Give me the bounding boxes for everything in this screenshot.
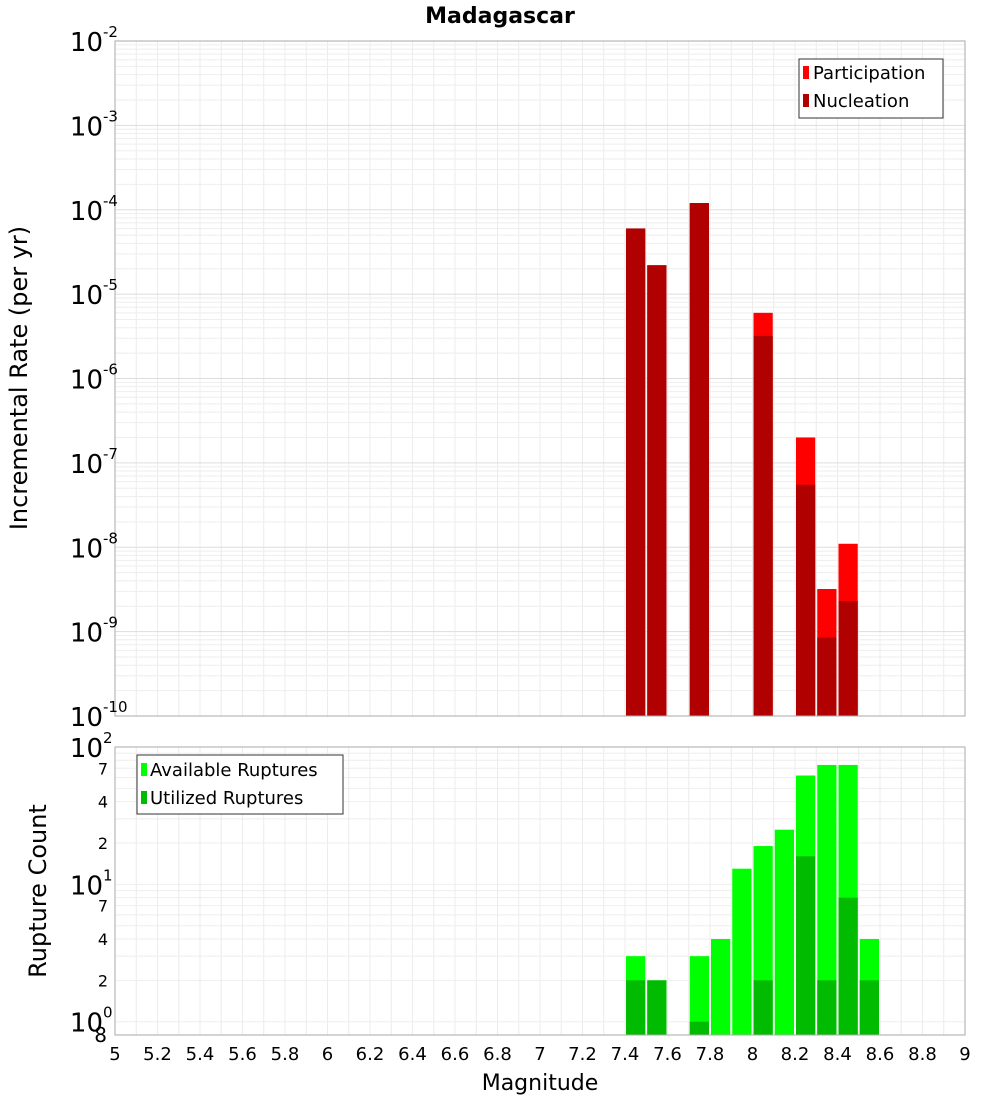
x-tick-label: 8.4 (823, 1044, 852, 1065)
bottom-y-minor-tick-label: 2 (98, 971, 108, 990)
bar-nucleation (817, 637, 837, 716)
top-y-tick-base: 10 (70, 112, 103, 142)
bar-utilized-ruptures (796, 856, 816, 1035)
legend-label-available: Available Ruptures (150, 760, 318, 781)
top-plot-frame (114, 40, 966, 717)
legend-swatch-participation (803, 66, 809, 79)
top-legend-box (798, 58, 944, 119)
x-tick-label: 5.4 (186, 1044, 215, 1065)
bottom-plot-frame (114, 746, 966, 1036)
x-tick-label: 7 (534, 1044, 545, 1065)
top-y-tick-base: 10 (70, 703, 103, 733)
x-tick-label: 5.8 (271, 1044, 300, 1065)
bar-available-ruptures (817, 764, 837, 1035)
legend-label-participation: Participation (813, 63, 925, 84)
bottom-y-minor-tick-label: 4 (98, 793, 108, 812)
top-y-tick-base: 10 (70, 534, 103, 564)
x-tick-label: 7.8 (696, 1044, 725, 1065)
bottom-y-tick-base: 10 (70, 1009, 103, 1039)
bottom-y-axis-label: Rupture Count (24, 804, 52, 978)
top-y-tick-exponent: -8 (103, 529, 118, 547)
bottom-legend-box (136, 754, 344, 815)
bottom-y-tick-exponent: 2 (103, 729, 113, 747)
bar-nucleation (626, 228, 646, 716)
bottom-y-tick-base: 10 (70, 734, 103, 764)
x-tick-label: 5.6 (228, 1044, 257, 1065)
bar-available-ruptures (689, 956, 709, 1035)
x-ticks: 5 5.2 5.4 5.6 5.8 6 6.2 6.4 6.6 6.8 7 7.2 7.4 7.6 7.8 8… (109, 1044, 970, 1065)
bottom-bars (626, 764, 879, 1035)
x-tick-label: 5 (109, 1044, 120, 1065)
bar-utilized-ruptures (817, 980, 837, 1035)
bar-utilized-ruptures (647, 980, 667, 1035)
x-tick-label: 9 (959, 1044, 970, 1065)
top-y-tick-base: 10 (70, 366, 103, 396)
x-tick-label: 7.4 (611, 1044, 640, 1065)
top-y-tick-base: 10 (70, 450, 103, 480)
legend-swatch-available (141, 763, 147, 776)
bar-available-ruptures (711, 939, 731, 1035)
top-grid (114, 41, 966, 717)
x-tick-label: 6.6 (441, 1044, 470, 1065)
top-y-tick-exponent: -3 (103, 107, 118, 125)
x-tick-label: 6.2 (356, 1044, 385, 1065)
bottom-y-minor-tick-label: 7 (98, 759, 108, 778)
chart-title: Madagascar (425, 4, 575, 29)
x-tick-label: 6.4 (398, 1044, 427, 1065)
x-tick-label: 6 (322, 1044, 333, 1065)
top-y-tick-base: 10 (70, 281, 103, 311)
bar-nucleation (838, 601, 858, 716)
x-tick-label: 8.2 (781, 1044, 810, 1065)
top-y-axis-label: Incremental Rate (per yr) (5, 226, 33, 530)
top-y-tick-base: 10 (70, 619, 103, 649)
bottom-y-minor-tick-label: 8 (94, 1023, 107, 1047)
x-tick-label: 5.2 (143, 1044, 172, 1065)
x-tick-label: 8.6 (866, 1044, 895, 1065)
bottom-y-tick-exponent: 1 (103, 866, 113, 884)
top-legend: Participation Nucleation (798, 58, 944, 119)
x-tick-label: 6.8 (483, 1044, 512, 1065)
bar-nucleation (796, 484, 816, 716)
bar-utilized-ruptures (859, 980, 879, 1035)
x-tick-label: 8 (747, 1044, 758, 1065)
bar-utilized-ruptures (626, 980, 646, 1035)
top-y-tick-base: 10 (70, 28, 103, 58)
top-y-tick-exponent: -2 (103, 23, 118, 41)
bottom-y-minor-tick-label: 2 (98, 834, 108, 853)
bar-utilized-ruptures (753, 980, 773, 1035)
bar-available-ruptures (732, 868, 752, 1035)
x-tick-label: 8.8 (908, 1044, 937, 1065)
bottom-y-tick-base: 10 (70, 871, 103, 901)
bar-nucleation (647, 265, 667, 716)
legend-swatch-utilized (141, 791, 147, 804)
top-y-tick-exponent: -5 (103, 276, 118, 294)
bottom-y-tick-exponent: 0 (103, 1004, 113, 1022)
bar-available-ruptures (774, 829, 794, 1035)
top-y-tick-exponent: -9 (103, 614, 118, 632)
x-tick-label: 7.2 (568, 1044, 597, 1065)
legend-label-nucleation: Nucleation (813, 91, 909, 112)
bottom-legend: Available Ruptures Utilized Ruptures (136, 754, 344, 815)
x-axis-label: Magnitude (482, 1071, 599, 1096)
bar-utilized-ruptures (838, 897, 858, 1035)
top-y-tick-exponent: -7 (103, 445, 118, 463)
bottom-y-minor-tick-label: 4 (98, 930, 108, 949)
top-y-tick-exponent: -4 (103, 192, 118, 210)
bottom-y-minor-tick-label: 7 (98, 897, 108, 916)
top-y-tick-exponent: -10 (103, 698, 128, 716)
top-y-tick-base: 10 (70, 197, 103, 227)
bar-nucleation (753, 335, 773, 716)
bar-utilized-ruptures (689, 1021, 709, 1035)
bar-nucleation (689, 203, 709, 716)
legend-label-utilized: Utilized Ruptures (150, 788, 303, 809)
top-y-tick-exponent: -6 (103, 361, 118, 379)
legend-swatch-nucleation (803, 94, 809, 107)
x-tick-label: 7.6 (653, 1044, 682, 1065)
top-bars (626, 203, 858, 716)
